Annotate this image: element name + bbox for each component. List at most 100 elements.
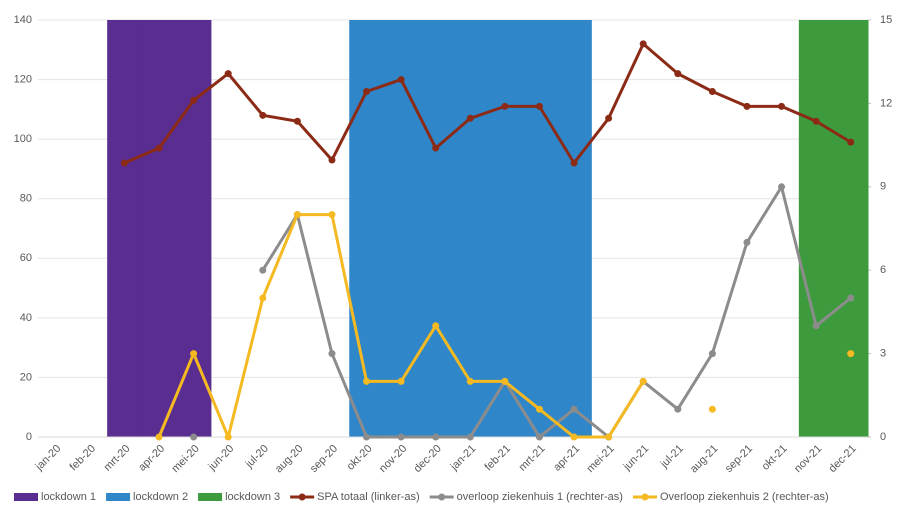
legend-label: overloop ziekenhuis 1 (rechter-as) [457, 491, 623, 503]
x-tick-label: apr-20 [136, 443, 167, 474]
x-tick-label: mei-21 [585, 443, 617, 475]
legend-label: lockdown 3 [225, 491, 280, 503]
line-marker [535, 405, 543, 413]
line-marker [743, 238, 751, 246]
y-tick-label: 140 [14, 14, 32, 26]
line-marker [708, 350, 716, 358]
bar [107, 20, 143, 437]
x-tick-label: jun-21 [621, 443, 652, 474]
y-tick-label: 60 [20, 252, 32, 264]
bar [383, 20, 419, 437]
line-marker [293, 117, 301, 125]
y-tick-label: 120 [14, 73, 32, 85]
y2-tick-label: 15 [880, 14, 892, 26]
line-marker [466, 377, 474, 385]
x-tick-label: jul-21 [658, 443, 686, 471]
line-marker [847, 294, 855, 302]
legend-swatch [641, 493, 649, 501]
line-marker [259, 111, 267, 119]
x-tick-label: aug-21 [688, 443, 721, 476]
y2-tick-label: 12 [880, 97, 892, 109]
line-marker [778, 183, 786, 191]
x-tick-label: jan-21 [448, 443, 479, 474]
bar [418, 20, 454, 437]
x-tick-label: jan-20 [33, 443, 64, 474]
bar [798, 20, 834, 437]
line-marker [155, 433, 163, 441]
line-marker [812, 322, 820, 330]
legend-swatch [14, 493, 38, 501]
x-tick-label: mrt-21 [517, 443, 548, 474]
line-marker [466, 114, 474, 122]
line-marker [397, 377, 405, 385]
line-marker [328, 211, 336, 219]
x-tick-label: nov-21 [792, 443, 824, 475]
line-marker [190, 433, 198, 441]
y-tick-label: 80 [20, 193, 32, 205]
line-marker [120, 159, 128, 167]
line-marker [397, 76, 405, 84]
line-marker [605, 114, 613, 122]
line-marker [570, 433, 578, 441]
y-tick-label: 0 [26, 431, 32, 443]
line-marker [778, 102, 786, 110]
x-tick-label: jul-20 [243, 443, 271, 471]
bar [349, 20, 385, 437]
line-marker [708, 405, 716, 413]
line-marker [224, 433, 232, 441]
x-tick-label: aug-20 [273, 443, 306, 476]
line-marker [328, 350, 336, 358]
line-marker [812, 117, 820, 125]
legend-label: SPA totaal (linker-as) [317, 491, 420, 503]
x-tick-label: feb-20 [68, 443, 99, 474]
line-marker [328, 156, 336, 164]
line-marker [259, 294, 267, 302]
line-marker [224, 70, 232, 78]
x-tick-label: dec-21 [827, 443, 859, 475]
x-tick-label: feb-21 [483, 443, 514, 474]
legend-swatch [106, 493, 131, 501]
y2-tick-label: 0 [880, 431, 886, 443]
line-marker [639, 377, 647, 385]
line-marker [363, 377, 371, 385]
y2-tick-label: 3 [880, 348, 886, 360]
line-marker [674, 70, 682, 78]
x-tick-label: apr-21 [551, 443, 582, 474]
y-tick-label: 20 [20, 371, 32, 383]
line-marker [501, 102, 509, 110]
bar [556, 20, 592, 437]
line-marker [432, 144, 440, 152]
legend-label: lockdown 2 [133, 491, 188, 503]
line-marker [570, 405, 578, 413]
line-marker [847, 350, 855, 358]
x-tick-label: mei-20 [170, 443, 202, 475]
line-marker [432, 322, 440, 330]
line-marker [743, 102, 751, 110]
line-marker [397, 433, 405, 441]
line-marker [847, 138, 855, 146]
line-marker [432, 433, 440, 441]
line-marker [363, 87, 371, 95]
line-marker [535, 433, 543, 441]
line-marker [259, 266, 267, 274]
line-marker [190, 96, 198, 104]
bar [176, 20, 212, 437]
legend-swatch [298, 493, 306, 501]
legend-swatch [438, 493, 446, 501]
line-marker [605, 433, 613, 441]
line [123, 42, 852, 165]
y2-tick-label: 6 [880, 264, 886, 276]
legend-swatch [198, 493, 223, 501]
x-tick-label: nov-20 [377, 443, 409, 475]
bar [487, 20, 523, 437]
legend-label: Overloop ziekenhuis 2 (rechter-as) [660, 491, 829, 503]
y2-tick-label: 9 [880, 181, 886, 193]
x-tick-label: mrt-20 [102, 443, 133, 474]
line-marker [501, 377, 509, 385]
x-tick-label: okt-20 [345, 443, 375, 473]
line-marker [570, 159, 578, 167]
x-tick-label: jun-20 [206, 443, 237, 474]
x-tick-label: sep-20 [308, 443, 340, 475]
line-marker [363, 433, 371, 441]
bar [453, 20, 489, 437]
